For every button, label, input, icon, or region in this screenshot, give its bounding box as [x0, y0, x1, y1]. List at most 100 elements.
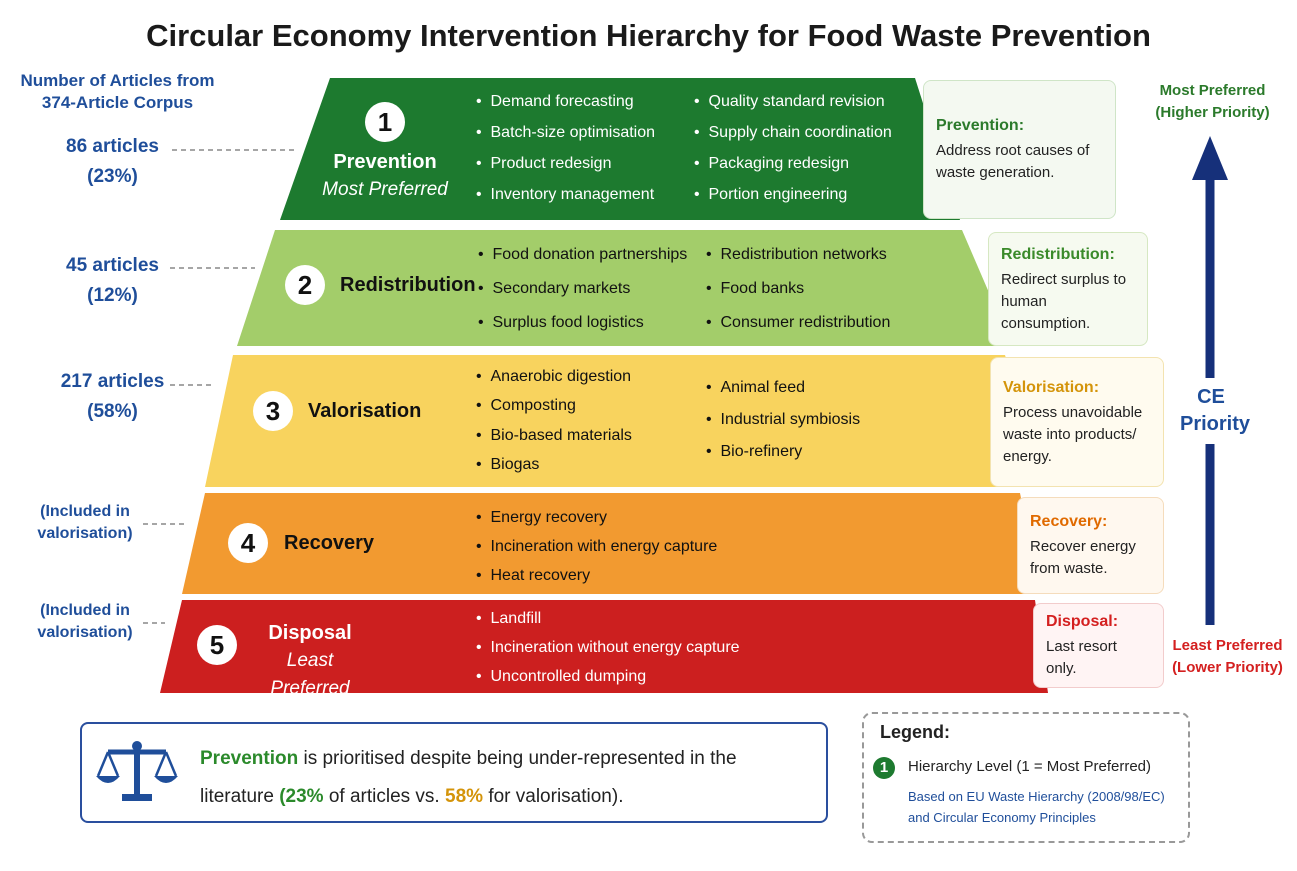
item-list: Energy recovery Incineration with energy … [476, 504, 718, 590]
level-sub: Most Preferred [322, 179, 448, 200]
article-count: (Included in valorisation) [20, 501, 150, 545]
item: Energy recovery [476, 509, 717, 527]
item-list: Food donation partnerships Secondary mark… [478, 238, 688, 340]
item-list: Demand forecasting Batch-size optimisatio… [476, 86, 656, 210]
level-name: Disposal [268, 622, 352, 644]
left-header: Number of Articles from 374-Article Corp… [20, 71, 215, 112]
item-list: Quality standard revision Supply chain co… [694, 86, 892, 210]
level-name-block: Disposal Least Preferred [245, 619, 375, 703]
level-number: 3 [253, 391, 293, 431]
item: Incineration without energy capture [476, 639, 740, 657]
legend-badge: 1 [873, 757, 895, 779]
title: Circular Economy Intervention Hierarchy … [146, 18, 1151, 53]
arrow-label-bg [1180, 378, 1242, 444]
item: Surplus food logistics [478, 314, 687, 332]
description-box: Disposal: Last resort only. [1033, 603, 1164, 688]
item: Uncontrolled dumping [476, 668, 740, 686]
count-share: (58%) [87, 401, 138, 422]
level-number: 2 [285, 265, 325, 305]
item: Incineration with energy capture [476, 538, 718, 556]
item: Inventory management [476, 186, 655, 204]
description-title: Prevention: [936, 117, 1025, 134]
callout-highlight: Prevention [200, 748, 299, 769]
item: Landfill [476, 610, 740, 628]
legend-item: Hierarchy Level (1 = Most Preferred) [908, 758, 1152, 775]
axis-top-sub: (Higher Priority) [1155, 104, 1270, 121]
axis-middle: CE Priority [1180, 386, 1251, 435]
item-list: Landfill Incineration without energy capt… [476, 604, 740, 692]
item: Industrial symbiosis [706, 411, 861, 429]
description-text: Process unavoidable waste into products/… [1003, 403, 1143, 465]
level-name-block: Valorisation [308, 397, 438, 425]
item: Food donation partnerships [478, 246, 688, 264]
item: Demand forecasting [476, 93, 655, 111]
axis-bottom: Least Preferred (Lower Priority) [1160, 635, 1295, 679]
level-number: 4 [228, 523, 268, 563]
level-sub: Least Preferred [270, 650, 350, 699]
item-list: Anaerobic digestion Composting Bio-based m… [476, 362, 632, 480]
item: Food banks [706, 280, 890, 298]
article-count: 45 articles (12%) [20, 251, 205, 311]
item: Bio-based materials [476, 427, 632, 445]
count-share: (12%) [87, 285, 138, 306]
callout-box [80, 722, 828, 823]
callout-pct-a: (23% [279, 786, 324, 807]
level-name: Redistribution [340, 274, 476, 296]
item-list: Animal feed Industrial symbiosis Bio-refin… [706, 372, 861, 468]
level-name-block: Recovery [284, 529, 414, 557]
level-number: 5 [197, 625, 237, 665]
count-text: 86 articles [66, 136, 159, 157]
axis-bottom-text: Least Preferred [1172, 637, 1283, 654]
count-text: 217 articles [60, 371, 165, 392]
description-text: Recover energy from waste. [1030, 538, 1136, 577]
callout-pct-b: 58% [445, 786, 484, 807]
item: Product redesign [476, 155, 655, 173]
item: Composting [476, 397, 632, 415]
item: Supply chain coordination [694, 124, 892, 142]
description-title: Recovery: [1030, 513, 1108, 530]
axis-top-text: Most Preferred [1159, 82, 1266, 99]
item: Consumer redistribution [706, 314, 891, 332]
axis-top: Most Preferred (Higher Priority) [1140, 80, 1285, 124]
article-count: 86 articles (23%) [20, 132, 205, 192]
legend-box [862, 712, 1190, 843]
article-count: (Included in valorisation) [20, 600, 150, 644]
callout-text2: of articles vs. [328, 786, 440, 807]
item: Portion engineering [694, 186, 892, 204]
item: Redistribution networks [706, 246, 890, 264]
item: Animal feed [706, 379, 860, 397]
callout-text3: for valorisation). [488, 786, 624, 807]
item: Secondary markets [478, 280, 687, 298]
count-text: (Included in valorisation) [37, 503, 133, 542]
description-box: Recovery: Recover energy from waste. [1017, 497, 1164, 594]
level-name: Prevention [333, 151, 437, 173]
priority-arrow-head [1192, 136, 1228, 180]
item: Biogas [476, 456, 632, 474]
item: Packaging redesign [694, 155, 892, 173]
item: Batch-size optimisation [476, 124, 656, 142]
level-name: Valorisation [308, 400, 422, 422]
description-title: Disposal: [1046, 613, 1119, 630]
description-box: Redistribution: Redirect surplus to human… [988, 232, 1148, 346]
count-text: (Included in valorisation) [37, 602, 133, 641]
level-name-block: Redistribution [340, 271, 476, 299]
description-title: Redistribution: [1001, 245, 1115, 263]
legend-note: Based on EU Waste Hierarchy (2008/98/EC)… [908, 789, 1165, 825]
item: Heat recovery [476, 567, 717, 585]
item: Anaerobic digestion [476, 368, 632, 386]
description-box: Valorisation: Process unavoidable waste i… [990, 357, 1164, 487]
level-name-block: Prevention Most Preferred [310, 148, 460, 204]
callout-text: Prevention is prioritised despite being … [200, 740, 810, 816]
description-text: Redirect surplus to human consumption. [1001, 270, 1127, 332]
description-text: Last resort only. [1046, 638, 1117, 677]
count-share: (23%) [87, 166, 138, 187]
legend-title: Legend: [880, 722, 950, 742]
description-title: Valorisation: [1003, 378, 1100, 396]
article-count: 217 articles (58%) [20, 367, 205, 427]
item: Bio-refinery [706, 443, 860, 461]
level-number: 1 [365, 102, 405, 142]
axis-bottom-sub: (Lower Priority) [1172, 659, 1283, 676]
item: Quality standard revision [694, 93, 892, 111]
description-text: Address root causes of waste generation. [936, 142, 1090, 181]
